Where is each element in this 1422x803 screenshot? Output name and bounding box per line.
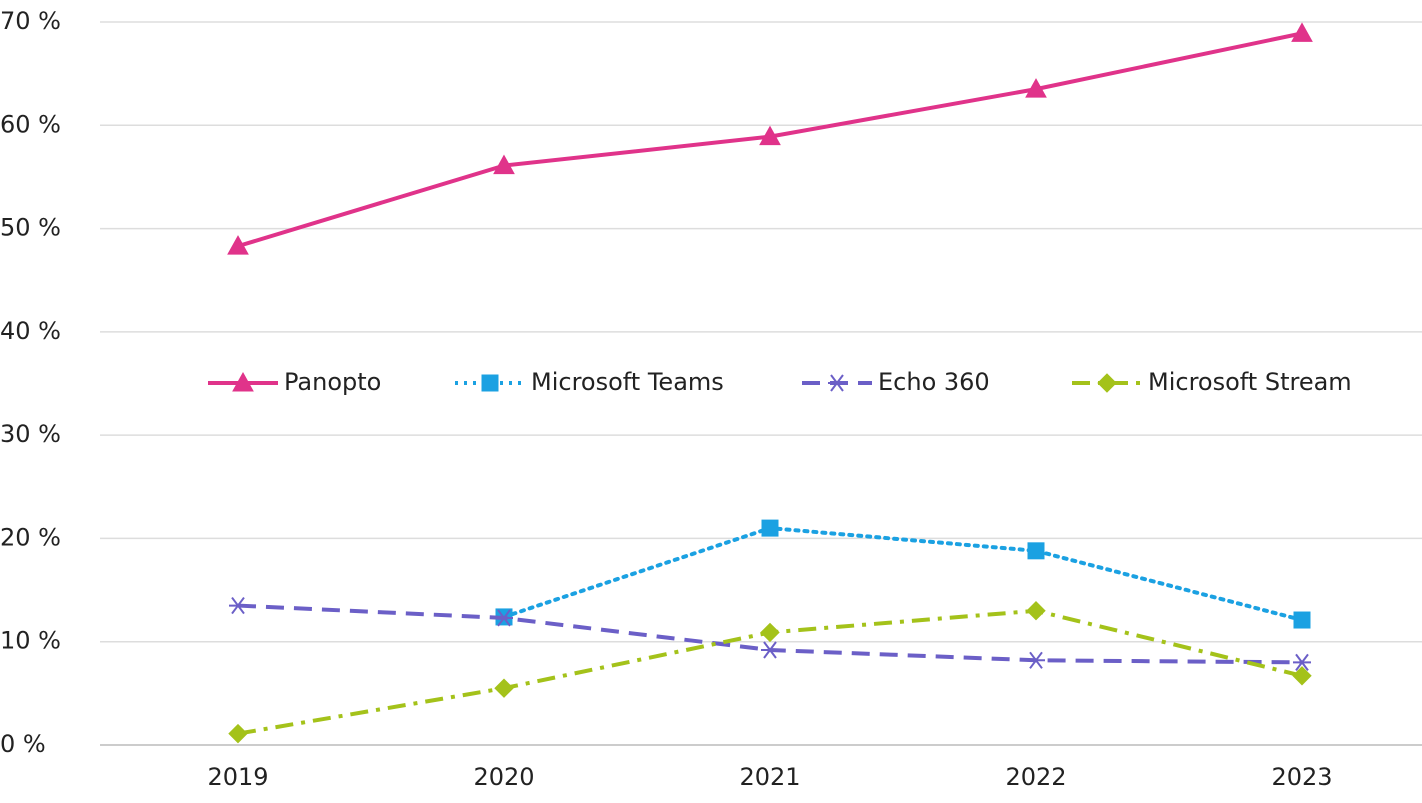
marker [1025, 78, 1047, 98]
y-tick-label: 60 % [0, 110, 61, 138]
y-tick-label: 0 % [0, 730, 46, 758]
y-tick-label: 70 % [0, 7, 61, 35]
legend-label: Echo 360 [878, 368, 990, 396]
marker [1026, 601, 1046, 621]
marker [1027, 542, 1045, 560]
y-tick-label: 30 % [0, 420, 61, 448]
marker [1293, 653, 1311, 671]
legend-marker [1097, 373, 1117, 393]
x-tick-label: 2021 [739, 763, 800, 791]
series-line [502, 526, 1304, 623]
y-tick-label: 20 % [0, 523, 61, 551]
x-tick-label: 2019 [207, 763, 268, 791]
marker [760, 622, 780, 643]
marker [1027, 651, 1045, 669]
x-tick-label: 2022 [1005, 763, 1066, 791]
marker [227, 235, 249, 255]
legend-marker [481, 374, 499, 392]
y-tick-label: 10 % [0, 627, 61, 655]
legend-marker [828, 374, 846, 392]
marker [761, 519, 779, 537]
marker [1292, 666, 1312, 686]
y-tick-label: 40 % [0, 317, 61, 345]
legend-label: Microsoft Teams [531, 368, 724, 396]
marker [494, 678, 514, 698]
legend-label: Panopto [284, 368, 381, 396]
marker [759, 125, 781, 146]
legend-label: Microsoft Stream [1148, 368, 1352, 396]
marker [761, 641, 779, 659]
marker [493, 154, 515, 175]
y-tick-label: 50 % [0, 214, 61, 242]
marker [228, 723, 248, 744]
marker [1293, 611, 1311, 629]
marker [495, 609, 513, 627]
x-tick-label: 2020 [473, 763, 534, 791]
marker [229, 596, 247, 615]
marker [1291, 22, 1313, 42]
legend-marker [232, 371, 254, 392]
x-tick-label: 2023 [1271, 763, 1332, 791]
